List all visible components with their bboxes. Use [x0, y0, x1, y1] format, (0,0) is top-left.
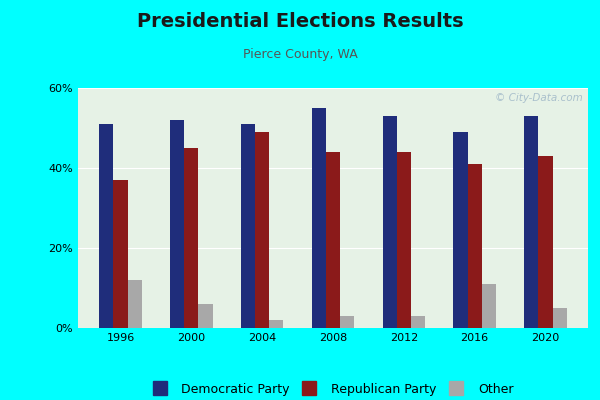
Bar: [170, 120, 184, 328]
Bar: [467, 164, 482, 328]
Text: Presidential Elections Results: Presidential Elections Results: [137, 12, 463, 31]
Bar: [255, 132, 269, 328]
Bar: [312, 108, 326, 328]
Bar: [269, 320, 283, 328]
Bar: [397, 152, 411, 328]
Bar: [241, 124, 255, 328]
Bar: [128, 280, 142, 328]
Bar: [199, 304, 212, 328]
Bar: [524, 116, 538, 328]
Text: Pierce County, WA: Pierce County, WA: [242, 48, 358, 61]
Bar: [340, 316, 354, 328]
Bar: [326, 152, 340, 328]
Bar: [538, 156, 553, 328]
Bar: [113, 180, 128, 328]
Bar: [411, 316, 425, 328]
Bar: [482, 284, 496, 328]
Bar: [184, 148, 199, 328]
Bar: [553, 308, 567, 328]
Bar: [454, 132, 467, 328]
Bar: [99, 124, 113, 328]
Text: © City-Data.com: © City-Data.com: [495, 93, 583, 103]
Bar: [383, 116, 397, 328]
Legend: Democratic Party, Republican Party, Other: Democratic Party, Republican Party, Othe…: [148, 378, 518, 400]
